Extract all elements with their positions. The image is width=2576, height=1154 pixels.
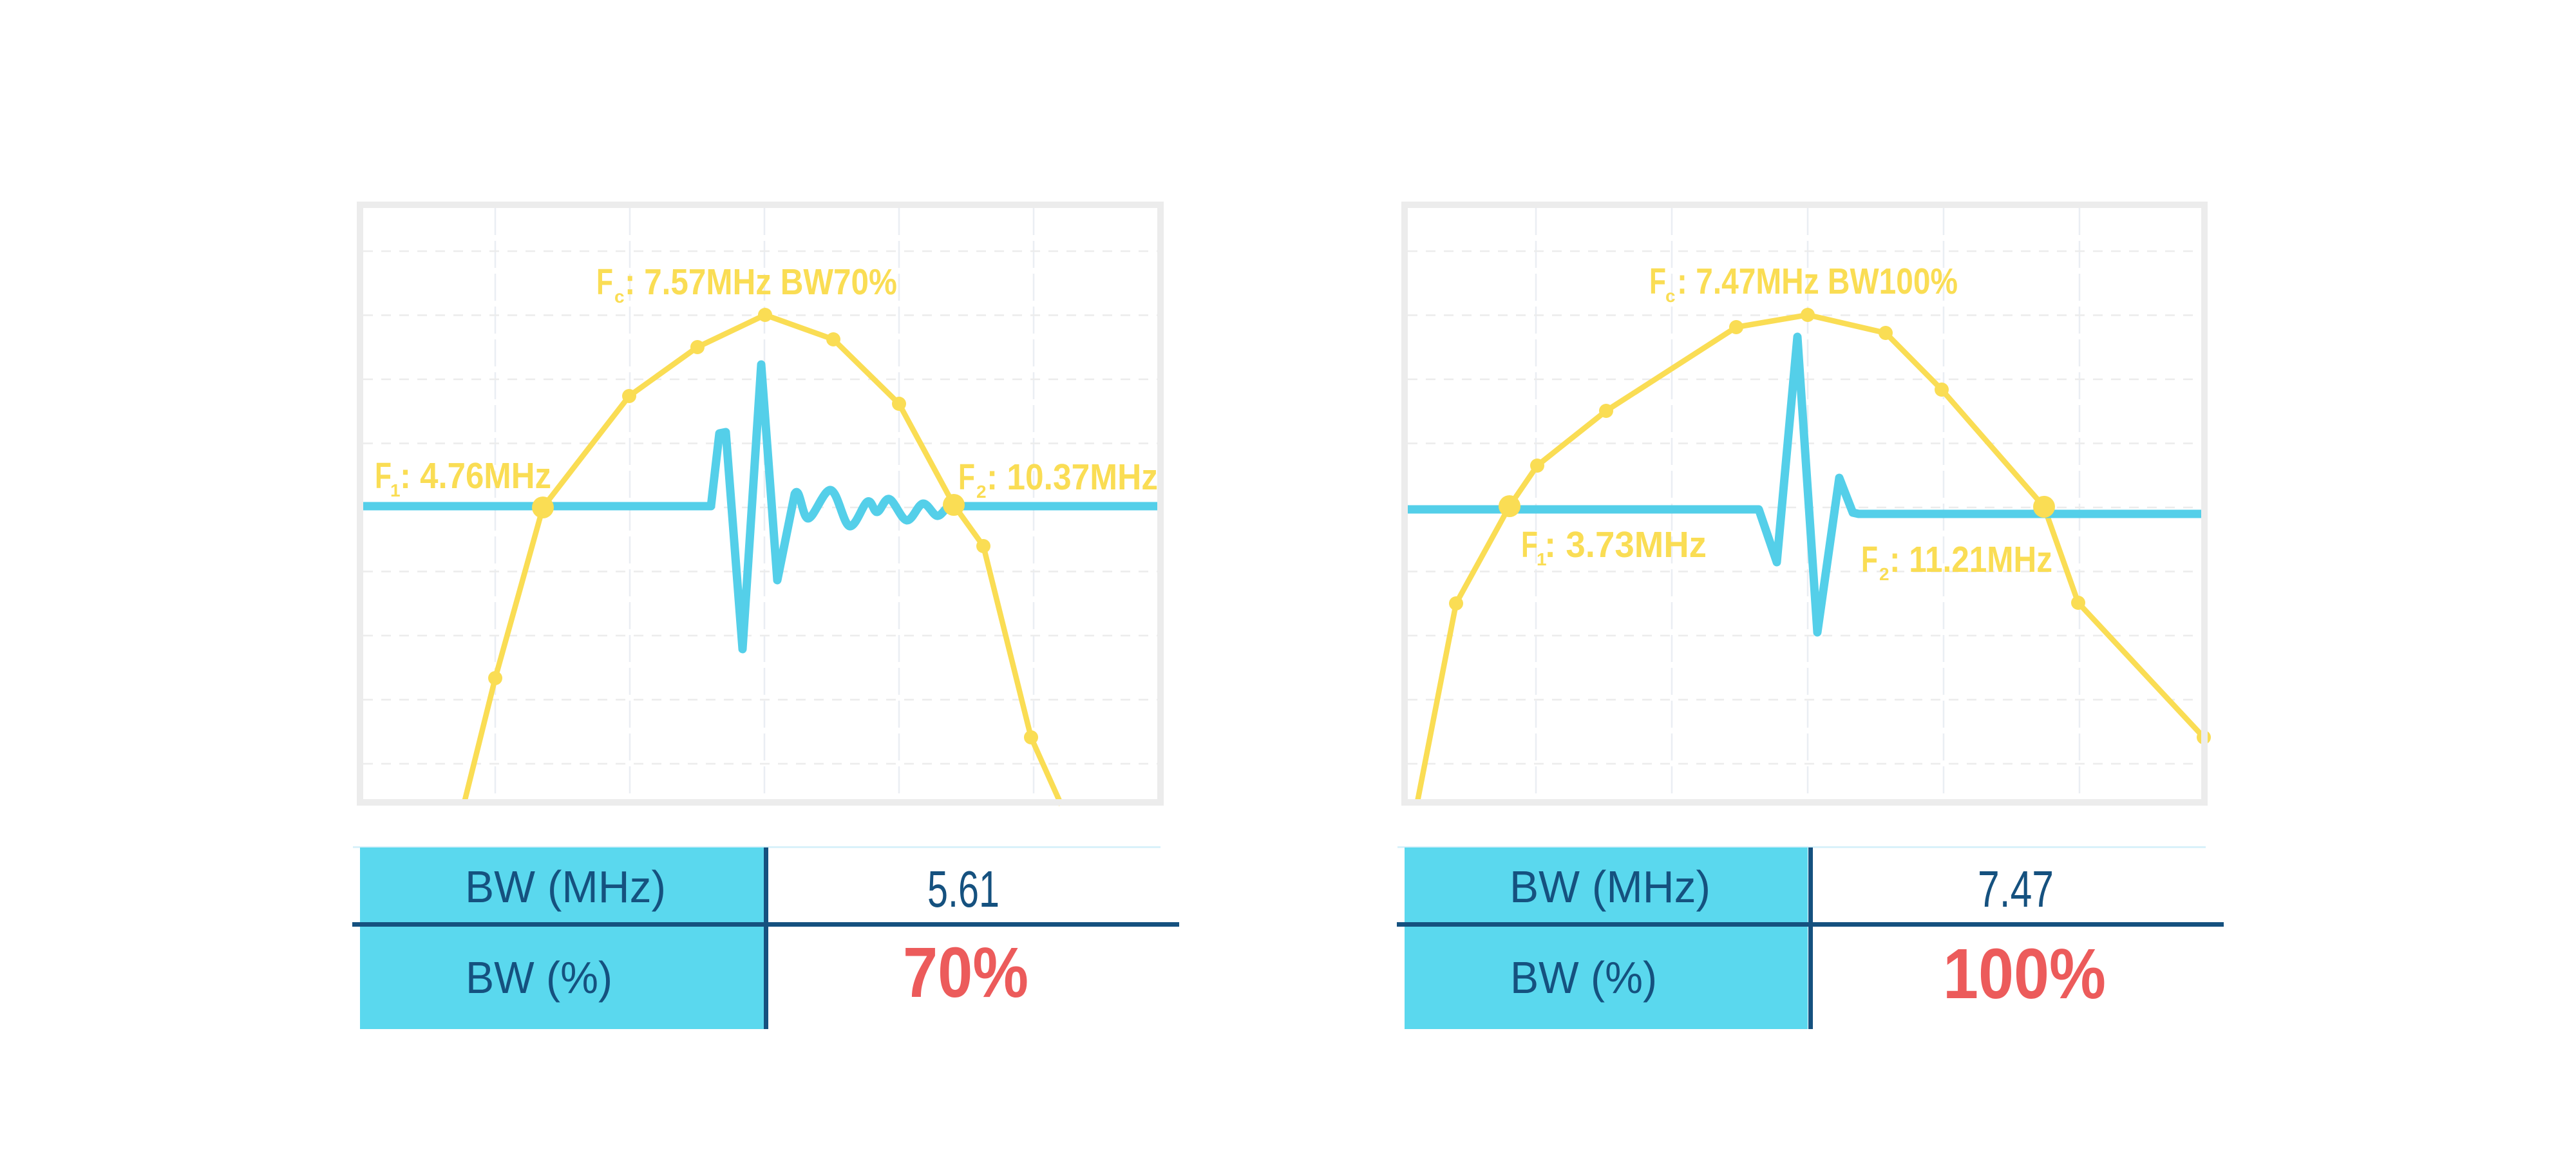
svg-text:c: c xyxy=(1665,286,1676,306)
svg-text:1: 1 xyxy=(390,480,401,500)
svg-text:F: F xyxy=(1521,524,1538,565)
svg-text:c: c xyxy=(614,287,625,307)
svg-text:: 3.73MHz: : 3.73MHz xyxy=(1544,524,1707,565)
svg-text:F: F xyxy=(958,457,975,498)
svg-text:2: 2 xyxy=(976,482,987,502)
svg-text:2: 2 xyxy=(1879,564,1889,584)
svg-text:F: F xyxy=(1649,261,1666,302)
svg-text:BW (MHz): BW (MHz) xyxy=(465,862,666,912)
svg-text:: 10.37MHz: : 10.37MHz xyxy=(987,457,1158,498)
svg-text:F: F xyxy=(596,261,613,303)
svg-text:BW (%): BW (%) xyxy=(1510,952,1657,1003)
svg-text:F: F xyxy=(375,455,392,497)
svg-text:BW (%): BW (%) xyxy=(466,952,612,1003)
svg-text:: 7.57MHz BW70%: : 7.57MHz BW70% xyxy=(625,261,897,303)
svg-text:70%: 70% xyxy=(903,933,1028,1012)
svg-text:BW (MHz): BW (MHz) xyxy=(1510,862,1710,912)
svg-text:7.47: 7.47 xyxy=(1978,860,2054,918)
svg-text:5.61: 5.61 xyxy=(927,860,999,918)
svg-text:F: F xyxy=(1861,539,1878,580)
svg-text:1: 1 xyxy=(1537,549,1547,569)
svg-text:: 11.21MHz: : 11.21MHz xyxy=(1889,539,2052,580)
svg-text:100%: 100% xyxy=(1943,934,2106,1014)
svg-text:: 7.47MHz BW100%: : 7.47MHz BW100% xyxy=(1677,261,1958,302)
svg-text:: 4.76MHz: : 4.76MHz xyxy=(400,455,551,497)
